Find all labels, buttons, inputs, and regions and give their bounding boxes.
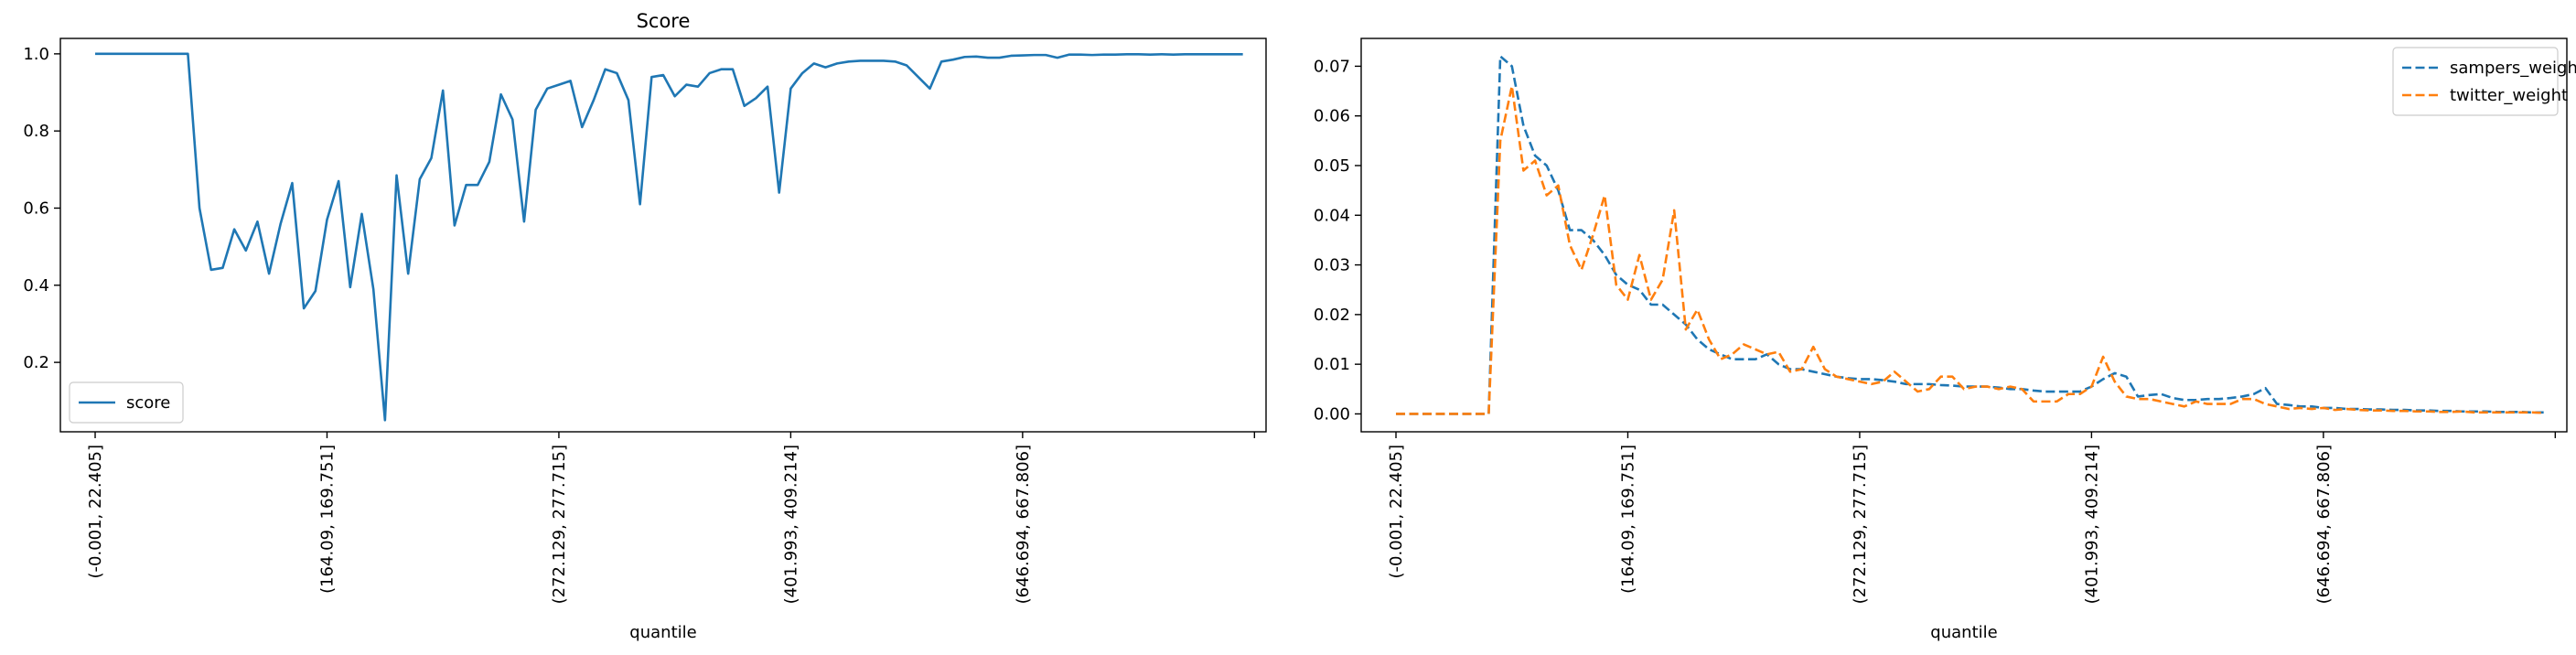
x-tick-label: (646.694, 667.806]	[2314, 445, 2334, 604]
chart-title: Score	[637, 10, 691, 32]
y-tick-label: 0.8	[23, 122, 49, 141]
x-tick-label: (646.694, 667.806]	[1014, 445, 1033, 604]
axes-frame	[59, 38, 1267, 433]
legend-box	[2392, 47, 2559, 116]
y-tick-label: 0.01	[1314, 355, 1350, 374]
x-tick-label: (401.993, 409.214]	[2082, 445, 2101, 604]
y-tick-label: 0.00	[1314, 404, 1350, 424]
y-tick-label: 1.0	[23, 45, 49, 64]
x-axis-label: quantile	[629, 623, 696, 642]
x-tick-label: (272.129, 277.715]	[1851, 445, 1870, 604]
x-tick-label: (-0.001, 22.405]	[86, 445, 105, 579]
x-tick-label: (-0.001, 22.405]	[1387, 445, 1406, 579]
y-tick-label: 0.03	[1314, 256, 1350, 275]
legend-label: sampers_weight	[2450, 59, 2576, 78]
x-tick-label: (164.09, 169.751]	[317, 445, 337, 594]
axes-frame	[1360, 38, 2568, 433]
legend: score	[69, 381, 184, 424]
y-tick-label: 0.2	[23, 353, 49, 372]
x-tick-label: (164.09, 169.751]	[1618, 445, 1637, 594]
y-tick-label: 0.06	[1314, 107, 1350, 126]
y-tick-label: 0.04	[1314, 206, 1350, 225]
chart-panel-2: 0.00 0.01 0.02 0.03 0.04 0.05 0.06 0.07 (-0.001,…	[1314, 38, 2576, 642]
series-line-score	[95, 52, 1243, 422]
legend-label: score	[126, 393, 170, 413]
y-tick-label: 0.07	[1314, 57, 1350, 76]
series-line-twitter-weight	[1396, 84, 2544, 415]
legend: sampers_weight twitter_weight	[2392, 47, 2576, 116]
y-tick-label: 0.05	[1314, 156, 1350, 176]
y-tick-label: 0.6	[23, 199, 49, 218]
chart-panel-1: Score 0.2 0.4 0.6 0.8 1.0 (-0.001, 22.405] (164…	[23, 10, 1267, 642]
y-tick-label: 0.4	[23, 276, 49, 295]
x-tick-label: (401.993, 409.214]	[781, 445, 800, 604]
x-tick-label: (272.129, 277.715]	[550, 445, 569, 604]
y-tick-label: 0.02	[1314, 306, 1350, 325]
x-axis-label: quantile	[1930, 623, 1997, 642]
legend-label: twitter_weight	[2450, 86, 2568, 105]
legend-box	[69, 381, 184, 424]
